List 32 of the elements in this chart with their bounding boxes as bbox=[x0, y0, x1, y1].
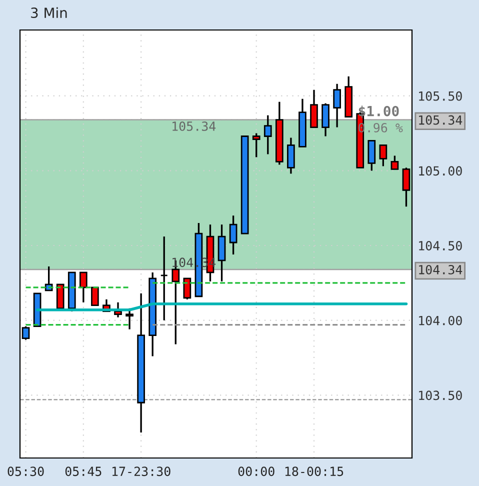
y-tick-label: 105.00 bbox=[419, 166, 462, 176]
candlestick bbox=[91, 286, 99, 306]
candlestick bbox=[252, 132, 260, 158]
candlestick bbox=[322, 102, 330, 138]
candlestick bbox=[114, 302, 122, 318]
y-tick-label: 105.50 bbox=[419, 91, 462, 101]
candlestick bbox=[264, 114, 272, 156]
x-tick-label: 18-00:15 bbox=[285, 466, 344, 476]
y-tick-label: 103.50 bbox=[419, 390, 462, 400]
x-tick-label: 05:45 bbox=[65, 466, 102, 476]
candlestick bbox=[333, 83, 341, 128]
candlestick bbox=[160, 236, 168, 322]
x-tick-label: 17-23:30 bbox=[112, 466, 170, 476]
candlestick bbox=[79, 272, 88, 304]
y-tick-label: 104.50 bbox=[419, 241, 462, 250]
candlestick bbox=[368, 140, 376, 172]
candlestick bbox=[229, 214, 238, 256]
candlestick bbox=[218, 224, 226, 282]
y-tick-label: 104.34 bbox=[419, 264, 462, 274]
y-tick-label: 104.00 bbox=[419, 316, 462, 326]
candlestick bbox=[390, 154, 399, 170]
candlestick bbox=[379, 144, 388, 168]
candlestick bbox=[183, 278, 192, 300]
annotation: $1.00 bbox=[358, 106, 399, 118]
candlestick bbox=[310, 89, 318, 128]
x-tick-label: 05:30 bbox=[8, 466, 44, 476]
x-tick-label: 00:00 bbox=[238, 466, 274, 476]
candlestick bbox=[287, 136, 295, 174]
annotation: 105.34 bbox=[172, 121, 216, 131]
y-tick-label: 105.34 bbox=[419, 115, 462, 125]
candlestick bbox=[56, 284, 64, 310]
chart-title: 3 Min bbox=[31, 7, 67, 18]
